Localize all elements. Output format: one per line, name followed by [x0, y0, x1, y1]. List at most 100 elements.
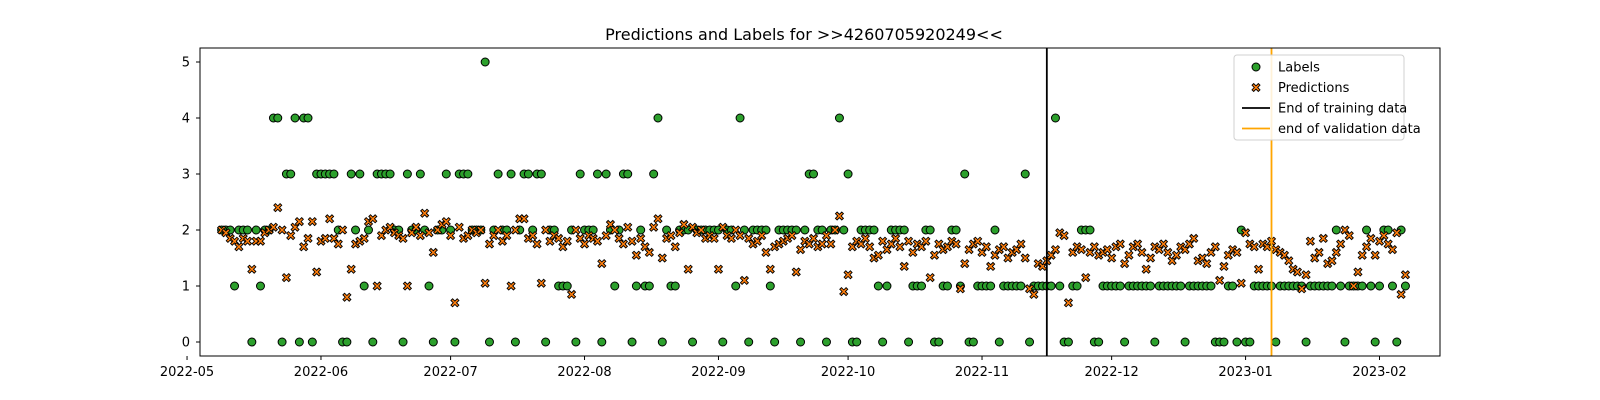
label-point: [424, 281, 434, 291]
label-point: [575, 169, 585, 179]
label-point: [623, 169, 633, 179]
label-point: [571, 337, 581, 347]
y-tick-label: 2: [182, 224, 190, 239]
prediction-point: [450, 298, 460, 308]
prediction-point: [480, 278, 490, 288]
prediction-point: [1141, 264, 1151, 274]
label-point: [277, 337, 287, 347]
legend-label: End of training data: [1278, 102, 1407, 117]
label-point: [990, 225, 1000, 235]
prediction-point: [739, 275, 750, 286]
label-point: [385, 169, 395, 179]
label-point: [1020, 169, 1030, 179]
prediction-point: [1137, 247, 1147, 258]
prediction-point: [1029, 289, 1039, 300]
prediction-point: [1357, 250, 1367, 260]
label-point: [1271, 337, 1281, 347]
prediction-point: [973, 236, 983, 246]
label-point: [610, 281, 620, 291]
label-point: [541, 337, 551, 347]
label-point: [493, 169, 503, 179]
prediction-point: [1102, 244, 1112, 255]
y-tick-label: 0: [182, 336, 190, 351]
prediction-point: [761, 247, 771, 258]
prediction-point: [536, 278, 546, 288]
label-point: [597, 337, 607, 347]
prediction-point: [670, 242, 680, 252]
prediction-point: [368, 214, 378, 224]
label-point: [346, 169, 356, 179]
label-point: [1046, 281, 1056, 291]
label-point: [904, 337, 914, 347]
label-point: [852, 337, 862, 347]
label-point: [364, 225, 374, 235]
label-point: [657, 337, 667, 347]
prediction-point: [484, 239, 495, 249]
label-point: [1050, 113, 1060, 123]
x-tick-label: 2022-08: [557, 365, 611, 380]
label-point: [303, 113, 313, 123]
prediction-point: [303, 233, 313, 244]
label-point: [247, 337, 257, 347]
label-point: [1327, 281, 1337, 291]
label-point: [273, 113, 283, 123]
prediction-point: [562, 236, 572, 246]
prediction-point: [627, 236, 637, 246]
prediction-point: [445, 230, 456, 241]
prediction-point: [1020, 253, 1030, 263]
prediction-point: [1366, 233, 1376, 244]
label-point: [251, 225, 261, 235]
prediction-point: [1301, 270, 1311, 280]
prediction-point: [795, 244, 806, 255]
prediction-point: [502, 230, 512, 241]
label-point: [398, 337, 408, 347]
label-point: [627, 337, 637, 347]
prediction-point: [294, 216, 305, 227]
label-point: [415, 169, 425, 179]
label-point: [290, 113, 300, 123]
label-point: [1375, 281, 1385, 291]
label-point: [286, 169, 296, 179]
x-tick-label: 2022-09: [691, 365, 745, 380]
prediction-point: [696, 225, 706, 235]
label-point: [821, 337, 831, 347]
prediction-point: [1348, 281, 1359, 291]
prediction-point: [247, 264, 257, 274]
prediction-point: [532, 239, 542, 249]
prediction-point: [346, 264, 356, 274]
x-tick-label: 2022-06: [294, 365, 348, 380]
y-tick-label: 3: [182, 168, 190, 183]
prediction-point: [860, 233, 871, 244]
prediction-point: [653, 214, 663, 224]
prediction-point: [1163, 247, 1173, 258]
prediction-point: [493, 225, 503, 235]
label-point: [1232, 337, 1242, 347]
label-point: [1301, 337, 1311, 347]
label-point: [1094, 337, 1104, 347]
label-point: [899, 225, 909, 235]
label-point: [882, 281, 892, 291]
label-point: [942, 281, 952, 291]
label-point: [670, 281, 680, 291]
prediction-point: [929, 250, 940, 260]
prediction-point: [865, 242, 875, 252]
label-point: [796, 337, 806, 347]
prediction-point: [735, 230, 745, 241]
label-point: [1336, 281, 1346, 291]
prediction-point: [998, 242, 1009, 252]
prediction-point: [955, 284, 966, 294]
label-point: [1180, 337, 1190, 347]
prediction-point: [234, 242, 244, 252]
prediction-point: [506, 281, 516, 291]
label-point: [951, 225, 961, 235]
prediction-point: [597, 258, 607, 269]
prediction-point: [312, 267, 322, 277]
label-point: [506, 169, 516, 179]
prediction-point: [286, 230, 296, 241]
prediction-point: [1314, 247, 1324, 258]
prediction-point: [476, 225, 486, 235]
label-point: [355, 169, 365, 179]
label-point: [800, 225, 810, 235]
prediction-point: [757, 230, 767, 241]
x-tick-label: 2022-05: [160, 365, 214, 380]
